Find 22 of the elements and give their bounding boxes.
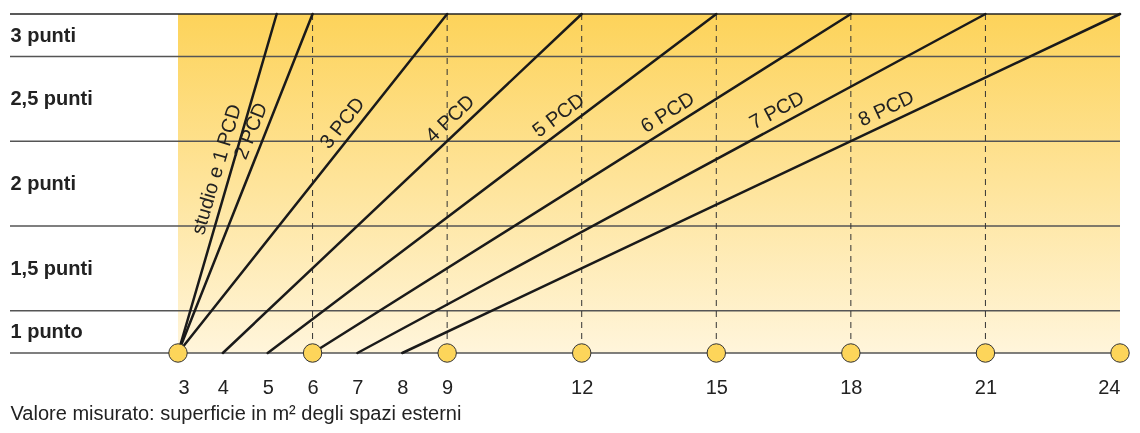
y-tick-label: 1 punto [10,320,83,343]
text: 7 PCD [745,86,808,134]
x-tick-label: 12 [571,375,594,398]
x-tick-label: 9 [442,375,454,398]
x-axis-title: Valore misurato: superficie in m² degli spazi esterni [10,401,462,424]
y-tick-label: 2,5 punti [10,87,93,110]
y-tick-label: 3 punti [10,23,77,46]
x-tick-label: 21 [974,375,998,398]
text: 6 PCD [636,86,699,137]
x-tick-label: 6 [307,375,319,398]
x-tick-label: 15 [705,375,728,398]
x-tick-label: 3 [178,375,190,398]
x-tick-label: 5 [262,375,274,398]
x-tick-label: 7 [352,375,364,398]
y-tick-label: 2 punti [10,172,77,194]
x-tick-label: 18 [840,375,863,398]
x-tick-label: 24 [1098,375,1121,398]
x-tick-label: 4 [217,375,229,398]
x-tick-label: 8 [397,375,409,398]
text: 8 PCD [854,85,918,131]
y-tick-label: 1,5 punti [10,256,93,279]
text: 5 PCD [528,88,589,142]
